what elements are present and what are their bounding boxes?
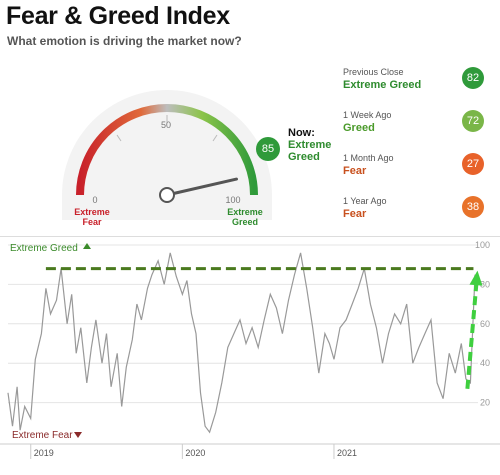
- gauge-left-label-line1: Extreme: [74, 207, 110, 217]
- gauge: 0 50 100: [62, 90, 272, 220]
- now-value-line2: Greed: [288, 151, 320, 163]
- y-tick-label: 80: [480, 279, 490, 289]
- now-label: Now:: [288, 127, 315, 139]
- gauge-tick-label-100: 100: [225, 195, 240, 205]
- comparison-badge: 82: [462, 67, 484, 89]
- comparison-value-text: Greed: [343, 122, 375, 134]
- comparison-one-year: 1 Year Ago Fear 38: [343, 196, 498, 234]
- comparison-panel: Previous Close Extreme Greed 82 1 Week A…: [335, 55, 495, 235]
- page-subtitle: What emotion is driving the market now?: [7, 34, 242, 48]
- now-value-line1: Extreme: [288, 139, 332, 151]
- y-tick-label: 20: [480, 398, 490, 408]
- y-tick-label: 100: [475, 240, 490, 250]
- current-score-badge: 85: [256, 137, 280, 161]
- comparison-one-month: 1 Month Ago Fear 27: [343, 153, 498, 191]
- history-chart: 20 40 60 80 100 2019 2020 2021 Extreme Greed E…: [0, 237, 500, 470]
- gauge-hub: [159, 187, 175, 203]
- trend-arrow-head: [469, 270, 483, 286]
- current-reading: Now: Extreme Greed: [288, 127, 331, 163]
- x-tick-layer: 2019 2020 2021: [30, 444, 357, 459]
- down-triangle-icon: [74, 432, 82, 438]
- gauge-tick: [212, 134, 218, 142]
- up-triangle-icon: [83, 243, 91, 249]
- y-tick-label: 60: [480, 319, 490, 329]
- comparison-previous-close: Previous Close Extreme Greed 82: [343, 67, 498, 105]
- x-tick-label: 2019: [34, 448, 54, 458]
- gauge-right-label-line1: Extreme: [227, 207, 263, 217]
- gauge-arc: [76, 104, 258, 196]
- gauge-right-label-line2: Greed: [231, 217, 258, 227]
- comparison-value-text: Fear: [343, 208, 367, 220]
- series-line: [7, 252, 476, 434]
- gauge-tick-label-0: 0: [92, 195, 97, 205]
- comparison-one-week: 1 Week Ago Greed 72: [343, 110, 498, 148]
- history-chart-svg: 20 40 60 80 100 2019 2020 2021 Extreme Greed E…: [0, 240, 500, 459]
- section-divider: [0, 236, 500, 237]
- gauge-tick: [116, 134, 122, 142]
- comparison-badge: 27: [462, 153, 484, 175]
- comparison-badge: 38: [462, 196, 484, 218]
- comparison-value-text: Extreme Greed: [343, 79, 422, 91]
- comparison-label: 1 Year Ago: [343, 196, 387, 206]
- gauge-left-label: Extreme Fear: [62, 207, 122, 227]
- grid-layer: 20 40 60 80 100: [0, 240, 500, 445]
- x-tick-label: 2020: [185, 448, 205, 458]
- x-tick-label: 2021: [337, 448, 357, 458]
- gauge-tick-label-50: 50: [161, 120, 171, 130]
- page-title: Fear & Greed Index: [6, 2, 230, 30]
- comparison-value-text: Fear: [343, 165, 367, 177]
- comparison-label: Previous Close: [343, 67, 404, 77]
- gauge-needle: [165, 177, 238, 197]
- top-zone-label: Extreme Greed: [10, 243, 78, 254]
- gauge-panel: 0 50 100 Extreme Fear Extreme Greed: [0, 55, 500, 235]
- bottom-zone-label: Extreme Fear: [12, 430, 73, 441]
- comparison-label: 1 Month Ago: [343, 153, 394, 163]
- gauge-right-label: Extreme Greed: [215, 207, 275, 227]
- comparison-label: 1 Week Ago: [343, 110, 392, 120]
- trend-arrow: [465, 282, 479, 389]
- gauge-left-label-line2: Fear: [82, 217, 102, 227]
- comparison-badge: 72: [462, 110, 484, 132]
- y-tick-label: 40: [480, 358, 490, 368]
